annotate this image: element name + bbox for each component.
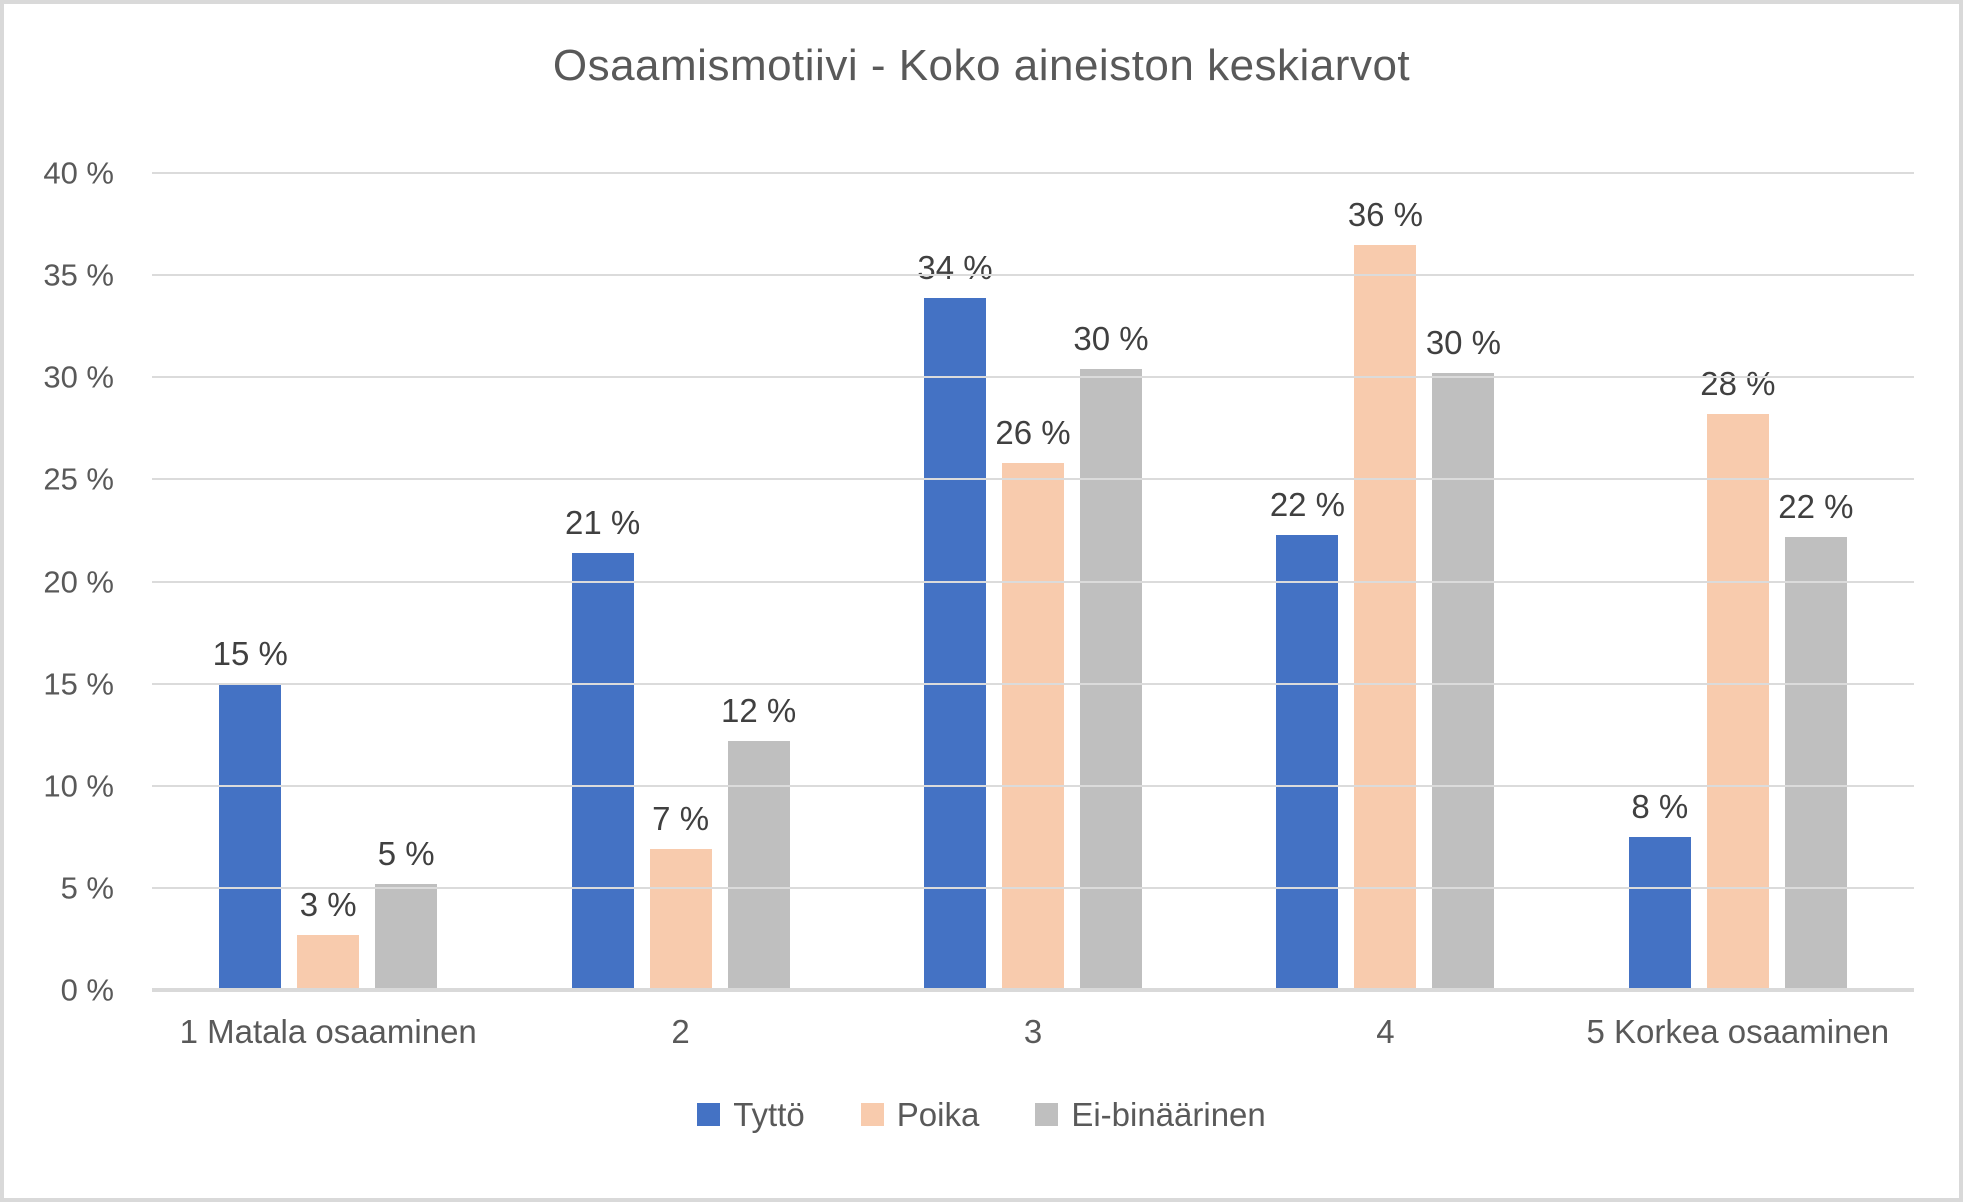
gridline [152,784,1914,787]
bar-ei-bin-rinen: 30 % [1073,322,1149,990]
legend-item-tytt-: Tyttö [697,1098,805,1131]
bar-value-label: 3 % [299,885,357,923]
y-tick-label: 20 % [43,564,114,599]
bar-value-label: 5 % [377,834,435,872]
x-axis: 1 Matala osaaminen 2 3 4 5 Korkea osaaminen [152,1012,1914,1052]
bar-groups: 15 % 3 % 5 % 21 % 7 % 12 % 34 % 26 % 30 % 22 % 36 … [152,173,1914,990]
bar-ei-bin-rinen: 12 % [721,694,796,990]
gridline [152,376,1914,379]
bar-value-label: 22 % [1269,485,1346,523]
bar-value-label: 26 % [995,414,1071,452]
bar-ei-bin-rinen: 22 % [1778,490,1853,990]
bar-value-label: 30 % [1073,320,1149,358]
gridline [152,580,1914,583]
x-category-label: 3 [1023,1013,1043,1050]
bar-tytt-: 34 % [917,251,993,990]
y-tick-label: 0 % [60,972,114,1008]
bar-group: 34 % 26 % 30 % [857,173,1209,990]
bar-tytt-: 15 % [213,637,288,990]
bar-value-label: 30 % [1425,324,1502,362]
bar-value-label: 28 % [1700,365,1776,403]
bar-group: 21 % 7 % 12 % [504,173,856,990]
gridline [152,274,1914,277]
bar-ei-bin-rinen: 5 % [375,837,438,990]
y-tick-label: 5 % [60,870,114,906]
bar-group: 8 % 28 % 22 % [1562,173,1914,990]
x-axis-line [152,988,1914,992]
bar-ei-bin-rinen: 30 % [1426,326,1501,990]
bar-group: 15 % 3 % 5 % [152,173,504,990]
gridline [152,682,1914,685]
legend-swatch-icon [860,1103,884,1126]
bar-poika: 7 % [649,802,712,990]
gridline [152,886,1914,889]
bar-poika: 26 % [995,416,1071,990]
bar-value-label: 22 % [1778,487,1854,525]
plot-area: 15 % 3 % 5 % 21 % 7 % 12 % 34 % 26 % 30 % 22 % 36 … [152,172,1914,992]
bar-value-label: 12 % [721,691,797,729]
y-tick-label: 25 % [43,461,114,497]
legend-swatch-icon [1035,1103,1059,1126]
x-category-label: 5 Korkea osaaminen [1586,1013,1890,1050]
y-tick-label: 10 % [43,768,114,804]
x-category-label: 2 [671,1013,690,1050]
y-tick-label: 30 % [43,359,114,395]
bar-poika: 36 % [1348,198,1423,990]
y-tick-label: 35 % [43,257,114,293]
bar-tytt-: 22 % [1270,488,1345,990]
chart-title: Osaamismotiivi - Koko aineiston keskiarv… [552,41,1411,90]
legend-label: Tyttö [733,1096,805,1133]
bar-value-label: 8 % [1631,787,1689,825]
legend-item-ei-bin-rinen: Ei-binäärinen [1035,1096,1266,1133]
bar-tytt-: 21 % [565,506,640,990]
y-tick-label: 15 % [43,666,114,702]
legend-label: Ei-binäärinen [1071,1096,1266,1133]
y-tick-label: 40 % [43,155,114,191]
x-category-label: 4 [1376,1013,1395,1050]
legend-label: Poika [896,1096,980,1133]
bar-value-label: 15 % [212,634,288,672]
legend-item-poika: Poika [860,1096,980,1133]
bar-poika: 3 % [297,888,360,990]
legend: Tyttö Poika Ei-binäärinen [4,1098,1959,1131]
bar-value-label: 34 % [917,248,993,286]
bar-value-label: 21 % [565,503,641,541]
y-axis: 0 % 5 % 10 % 15 % 20 % 25 % 30 % 35 % 40 % [4,158,114,1006]
bar-value-label: 7 % [652,800,710,838]
gridline [152,478,1914,481]
gridline [152,172,1914,174]
legend-swatch-icon [697,1103,721,1126]
x-category-label: 1 Matala osaaminen [179,1013,477,1050]
bar-tytt-: 8 % [1628,790,1691,990]
bar-value-label: 36 % [1347,195,1424,233]
bar-poika: 28 % [1700,367,1775,990]
